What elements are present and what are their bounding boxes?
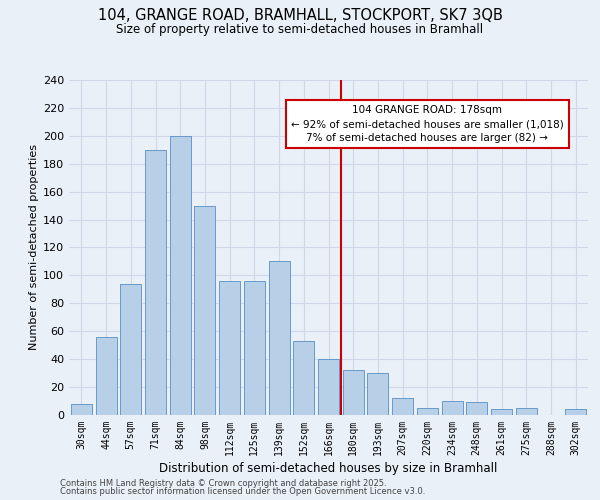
Bar <box>565 410 586 415</box>
Bar <box>269 262 290 415</box>
Text: Contains public sector information licensed under the Open Government Licence v3: Contains public sector information licen… <box>60 487 425 496</box>
Y-axis label: Number of semi-detached properties: Number of semi-detached properties <box>29 144 39 350</box>
Bar <box>219 281 240 415</box>
X-axis label: Distribution of semi-detached houses by size in Bramhall: Distribution of semi-detached houses by … <box>160 462 497 475</box>
Bar <box>145 150 166 415</box>
Bar <box>442 401 463 415</box>
Bar <box>367 373 388 415</box>
Bar <box>293 341 314 415</box>
Bar <box>516 408 537 415</box>
Text: 104 GRANGE ROAD: 178sqm
← 92% of semi-detached houses are smaller (1,018)
7% of : 104 GRANGE ROAD: 178sqm ← 92% of semi-de… <box>291 105 564 143</box>
Bar <box>491 410 512 415</box>
Bar <box>71 404 92 415</box>
Bar <box>95 337 116 415</box>
Bar <box>194 206 215 415</box>
Bar <box>170 136 191 415</box>
Bar <box>343 370 364 415</box>
Text: Contains HM Land Registry data © Crown copyright and database right 2025.: Contains HM Land Registry data © Crown c… <box>60 478 386 488</box>
Bar <box>318 359 339 415</box>
Text: 104, GRANGE ROAD, BRAMHALL, STOCKPORT, SK7 3QB: 104, GRANGE ROAD, BRAMHALL, STOCKPORT, S… <box>98 8 502 22</box>
Bar <box>244 281 265 415</box>
Text: Size of property relative to semi-detached houses in Bramhall: Size of property relative to semi-detach… <box>116 22 484 36</box>
Bar <box>417 408 438 415</box>
Bar <box>392 398 413 415</box>
Bar <box>466 402 487 415</box>
Bar <box>120 284 141 415</box>
